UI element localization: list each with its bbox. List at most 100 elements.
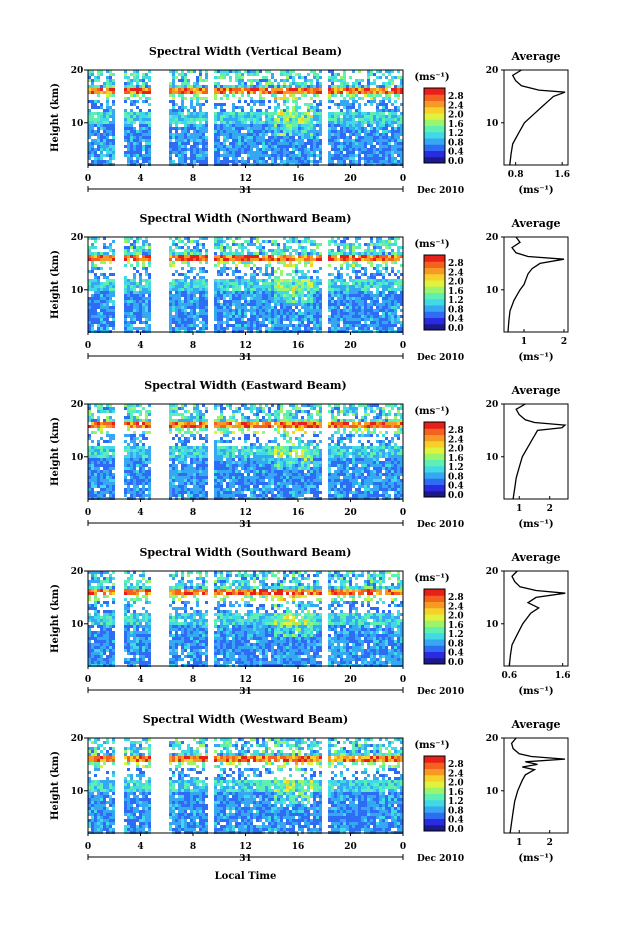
heatmap-cell (289, 273, 292, 276)
heatmap-cell (292, 91, 295, 94)
heatmap-cell (337, 106, 340, 109)
heatmap-cell (136, 240, 139, 243)
heatmap-cell (313, 160, 316, 163)
heatmap-cell (223, 321, 226, 324)
heatmap-cell (175, 288, 178, 291)
heatmap-cell (184, 288, 187, 291)
heatmap-cell (112, 288, 115, 291)
heatmap-cell (373, 151, 376, 154)
heatmap-cell (367, 312, 370, 315)
heatmap-cell (142, 255, 145, 258)
heatmap-cell (340, 136, 343, 139)
colorbar-segment (424, 255, 445, 262)
heatmap-cell (310, 294, 313, 297)
heatmap-cell (109, 246, 112, 249)
heatmap-cell (193, 145, 196, 148)
heatmap-cell (364, 118, 367, 121)
heatmap-cell (112, 73, 115, 76)
heatmap-cell (112, 82, 115, 85)
heatmap-cell (217, 279, 220, 282)
heatmap-cell (331, 142, 334, 145)
heatmap-cell (298, 410, 301, 413)
heatmap-cell (337, 115, 340, 118)
heatmap-cell (358, 142, 361, 145)
heatmap-cell (370, 73, 373, 76)
heatmap-cell (181, 100, 184, 103)
heatmap-cell (283, 294, 286, 297)
heatmap-cell (340, 91, 343, 94)
heatmap-cell (202, 318, 205, 321)
heatmap-cell (256, 237, 259, 240)
heatmap-cell (379, 252, 382, 255)
heatmap-cell (199, 118, 202, 121)
heatmap-cell (238, 100, 241, 103)
heatmap-cell (310, 130, 313, 133)
heatmap-cell (253, 279, 256, 282)
heatmap-cell (379, 264, 382, 267)
heatmap-cell (370, 312, 373, 315)
heatmap-cell (145, 255, 148, 258)
heatmap-cell (343, 249, 346, 252)
heatmap-cell (355, 139, 358, 142)
heatmap-cell (358, 118, 361, 121)
heatmap-cell (265, 300, 268, 303)
heatmap-cell (370, 145, 373, 148)
heatmap-cell (94, 258, 97, 261)
heatmap-cell (334, 124, 337, 127)
heatmap-cell (316, 312, 319, 315)
heatmap-cell (238, 261, 241, 264)
heatmap-cell (193, 88, 196, 91)
heatmap-cell (388, 145, 391, 148)
heatmap-cell (397, 97, 400, 100)
heatmap-cell (103, 109, 106, 112)
heatmap-cell (136, 70, 139, 73)
heatmap-cell (388, 91, 391, 94)
heatmap-cell (391, 151, 394, 154)
heatmap-cell (316, 321, 319, 324)
heatmap-cell (205, 151, 208, 154)
heatmap-cell (388, 255, 391, 258)
heatmap-cell (328, 91, 331, 94)
heatmap-cell (175, 91, 178, 94)
heatmap-cell (376, 112, 379, 115)
heatmap-cell (187, 79, 190, 82)
heatmap-cell (235, 121, 238, 124)
heatmap-cell (244, 160, 247, 163)
heatmap-cell (91, 100, 94, 103)
heatmap-cell (307, 279, 310, 282)
heatmap-cell (253, 282, 256, 285)
heatmap-cell (337, 303, 340, 306)
heatmap-cell (190, 97, 193, 100)
heatmap-cell (337, 410, 340, 413)
heatmap-cell (169, 237, 172, 240)
heatmap-cell (238, 85, 241, 88)
heatmap-cell (292, 288, 295, 291)
heatmap-cell (373, 258, 376, 261)
heatmap-cell (292, 264, 295, 267)
heatmap-cell (232, 327, 235, 330)
heatmap-cell (88, 300, 91, 303)
heatmap-cell (229, 79, 232, 82)
heatmap-cell (352, 303, 355, 306)
heatmap-cell (328, 94, 331, 97)
heatmap-cell (250, 115, 253, 118)
heatmap-cell (94, 300, 97, 303)
heatmap-cell (277, 106, 280, 109)
colorbar-segment (424, 138, 445, 145)
heatmap-cell (355, 321, 358, 324)
heatmap-cell (400, 88, 403, 91)
heatmap-cell (91, 258, 94, 261)
heatmap-cell (295, 303, 298, 306)
heatmap-cell (277, 85, 280, 88)
heatmap-cell (280, 258, 283, 261)
heatmap-cell (274, 258, 277, 261)
heatmap-cell (352, 258, 355, 261)
heatmap-cell (235, 312, 238, 315)
heatmap-cell (175, 109, 178, 112)
heatmap-cell (112, 79, 115, 82)
heatmap-cell (175, 279, 178, 282)
heatmap-cell (202, 145, 205, 148)
heatmap-cell (313, 249, 316, 252)
heatmap-cell (316, 327, 319, 330)
heatmap-cell (337, 112, 340, 115)
